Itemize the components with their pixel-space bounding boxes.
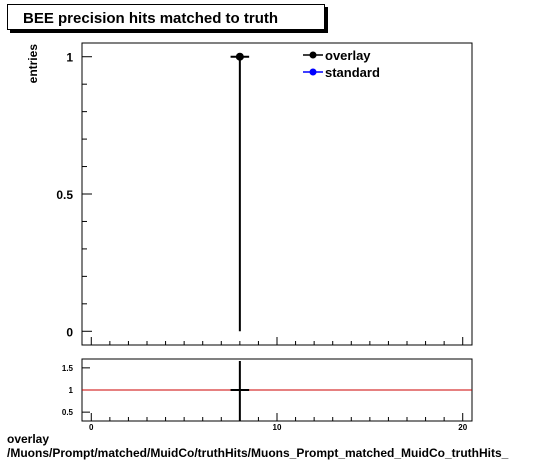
data-point: [235, 52, 244, 61]
plot-frame-0: [81, 42, 473, 346]
chart-title: BEE precision hits matched to truth: [23, 10, 279, 27]
x-tick-label: 10: [273, 423, 282, 432]
title-box: BEE precision hits matched to truth: [7, 4, 325, 30]
y-tick-label: 0: [66, 325, 73, 339]
footer-label: overlay: [7, 432, 50, 446]
x-tick-label: 20: [458, 423, 467, 432]
x-tick-label: 0: [89, 423, 94, 432]
y-tick-label: 1: [69, 386, 74, 395]
legend-label: overlay: [325, 48, 371, 63]
y-axis-label: entries: [26, 44, 40, 84]
legend-marker: [309, 68, 317, 76]
y-tick-label: 1.5: [62, 364, 74, 373]
y-tick-label: 0.5: [56, 188, 73, 202]
y-tick-label: 0.5: [62, 408, 74, 417]
footer-path: /Muons/Prompt/matched/MuidCo/truthHits/M…: [7, 446, 509, 460]
legend-label: standard: [325, 65, 380, 80]
legend-marker: [309, 51, 317, 59]
y-tick-label: 1: [66, 51, 73, 65]
